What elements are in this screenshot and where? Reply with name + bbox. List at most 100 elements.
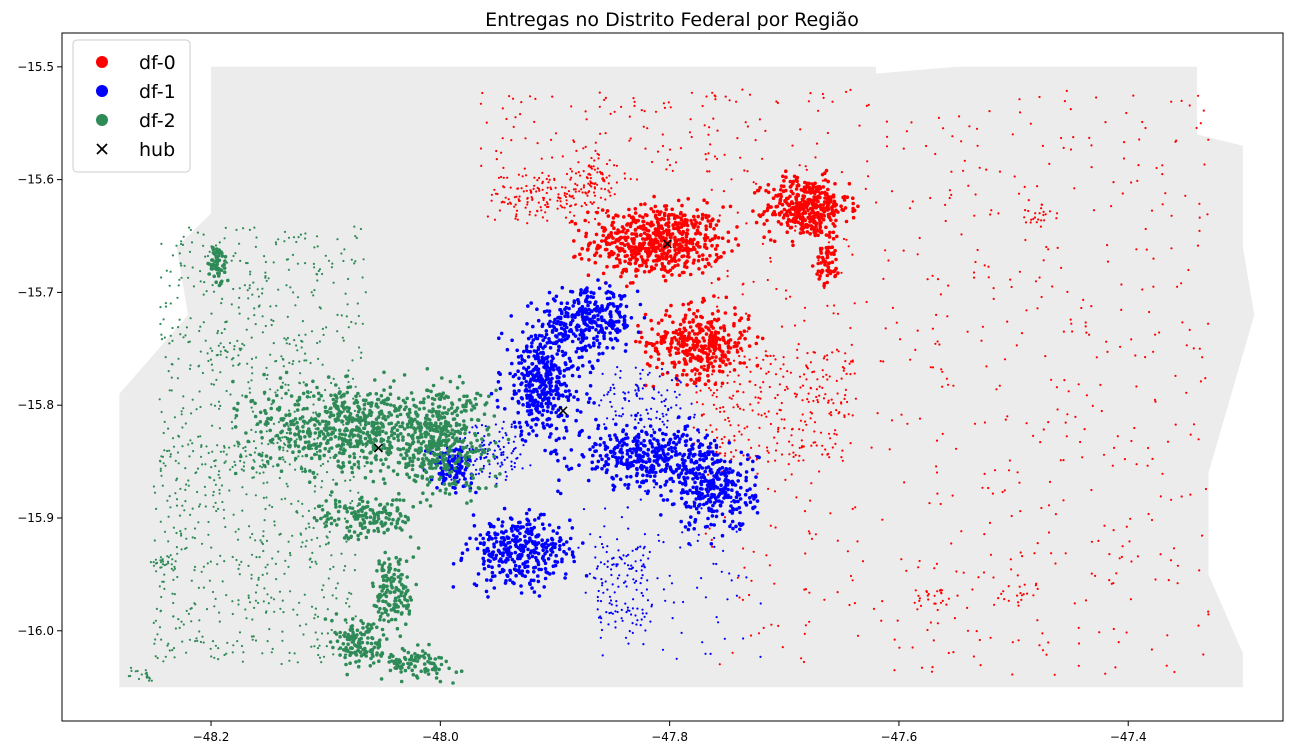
- data-point: [474, 490, 478, 495]
- data-point: [833, 304, 836, 307]
- data-point: [594, 141, 597, 144]
- data-point: [645, 466, 649, 471]
- data-point: [496, 380, 501, 384]
- data-point: [454, 491, 458, 495]
- data-point: [539, 374, 543, 379]
- data-point: [719, 406, 722, 409]
- data-point: [624, 398, 627, 401]
- data-point: [983, 264, 986, 267]
- data-point: [706, 516, 710, 521]
- data-point: [635, 569, 638, 573]
- data-point: [435, 486, 439, 490]
- data-point: [481, 556, 486, 561]
- data-point: [527, 412, 532, 417]
- data-point: [885, 120, 889, 123]
- data-point: [710, 514, 715, 518]
- data-point: [564, 384, 569, 388]
- data-point: [742, 408, 745, 411]
- data-point: [683, 343, 687, 347]
- data-point: [736, 211, 739, 214]
- data-point: [813, 430, 816, 433]
- data-point: [544, 384, 548, 389]
- data-point: [563, 314, 567, 319]
- data-point: [730, 178, 733, 181]
- data-point: [542, 197, 546, 200]
- data-point: [479, 457, 482, 461]
- data-point: [625, 436, 630, 440]
- data-point: [557, 547, 562, 552]
- data-point: [566, 314, 570, 319]
- data-point: [618, 574, 621, 577]
- data-point: [570, 373, 575, 378]
- data-point: [1043, 219, 1046, 222]
- data-point: [623, 259, 627, 264]
- data-point: [686, 197, 690, 201]
- data-point: [703, 525, 708, 529]
- data-point: [538, 189, 541, 192]
- data-point: [529, 189, 532, 192]
- data-point: [560, 349, 565, 354]
- data-point: [708, 126, 711, 129]
- data-point: [972, 655, 976, 658]
- data-point: [672, 502, 676, 506]
- data-point: [898, 646, 901, 649]
- data-point: [490, 574, 495, 579]
- data-point: [547, 390, 552, 395]
- data-point: [642, 270, 647, 274]
- data-point: [576, 346, 580, 351]
- data-point: [936, 492, 939, 495]
- data-point: [597, 222, 601, 226]
- data-point: [731, 507, 736, 512]
- data-point: [800, 439, 803, 442]
- data-point: [671, 440, 676, 445]
- data-point: [1111, 464, 1114, 467]
- data-point: [614, 422, 618, 427]
- data-point: [819, 431, 823, 434]
- data-point: [1158, 331, 1161, 334]
- data-point: [974, 193, 977, 196]
- data-point: [616, 228, 620, 232]
- data-point: [769, 362, 772, 366]
- data-point: [708, 335, 712, 339]
- data-point: [557, 338, 562, 343]
- data-point: [1195, 126, 1198, 130]
- data-point: [726, 239, 731, 243]
- data-point: [607, 623, 610, 626]
- data-point: [798, 164, 801, 167]
- data-point: [825, 280, 829, 285]
- data-point: [669, 303, 673, 308]
- data-point: [563, 307, 567, 312]
- data-point: [707, 346, 711, 351]
- data-point: [1198, 347, 1201, 350]
- data-point: [817, 277, 821, 281]
- data-point: [798, 231, 803, 235]
- data-point: [496, 462, 499, 465]
- data-point: [1040, 203, 1044, 206]
- data-point: [881, 600, 884, 603]
- data-point: [482, 559, 486, 564]
- data-point: [672, 432, 677, 437]
- data-point: [626, 222, 630, 226]
- data-point: [814, 225, 818, 229]
- data-point: [1172, 547, 1176, 550]
- data-point: [728, 459, 733, 464]
- data-point: [1011, 673, 1014, 676]
- data-point: [652, 428, 655, 431]
- data-point: [671, 479, 675, 484]
- data-point: [450, 478, 453, 481]
- data-point: [613, 392, 616, 396]
- data-point: [597, 345, 601, 349]
- data-point: [634, 418, 637, 421]
- data-point: [652, 266, 657, 271]
- data-point: [615, 181, 619, 184]
- data-point: [853, 602, 857, 605]
- data-point: [495, 149, 498, 153]
- data-point: [553, 177, 556, 180]
- data-point: [844, 352, 847, 355]
- data-point: [698, 464, 703, 469]
- data-point: [626, 242, 630, 246]
- data-point: [635, 393, 638, 396]
- data-point: [653, 204, 658, 209]
- data-point: [685, 476, 690, 480]
- data-point: [1147, 446, 1150, 450]
